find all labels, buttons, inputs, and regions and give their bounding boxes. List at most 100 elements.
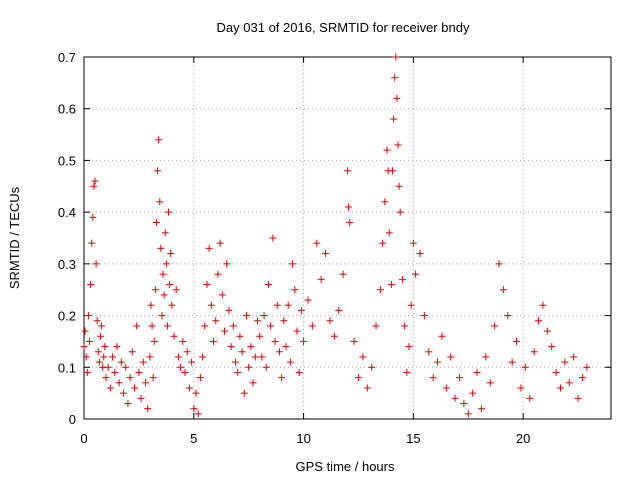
- data-point: [390, 115, 398, 123]
- data-point: [379, 239, 387, 247]
- data-point: [284, 301, 292, 309]
- plot-frame: [83, 56, 612, 420]
- data-point: [141, 379, 149, 387]
- data-point: [240, 389, 248, 397]
- data-point: [188, 358, 196, 366]
- x-tick-label: 0: [80, 431, 87, 446]
- data-point: [251, 353, 259, 361]
- data-point: [387, 281, 395, 289]
- data-point: [242, 312, 250, 320]
- data-point: [258, 353, 266, 361]
- data-point: [88, 239, 96, 247]
- data-point: [405, 343, 413, 351]
- data-point: [91, 177, 99, 185]
- data-point: [346, 218, 354, 226]
- data-point: [486, 379, 494, 387]
- data-point: [460, 399, 468, 407]
- data-point: [174, 353, 182, 361]
- data-point: [221, 327, 229, 335]
- data-point: [95, 358, 103, 366]
- data-point: [313, 239, 321, 247]
- data-point: [94, 348, 102, 356]
- data-point: [152, 218, 160, 226]
- data-point: [81, 327, 89, 335]
- data-point: [398, 275, 406, 283]
- data-point: [181, 368, 189, 376]
- data-point: [177, 363, 185, 371]
- data-point: [216, 239, 224, 247]
- data-point: [253, 317, 261, 325]
- data-point: [236, 332, 244, 340]
- data-point: [179, 337, 187, 345]
- data-point: [442, 384, 450, 392]
- data-point: [168, 301, 176, 309]
- data-point: [137, 394, 145, 402]
- data-point: [574, 394, 582, 402]
- data-point: [249, 379, 257, 387]
- data-point: [396, 208, 404, 216]
- data-point: [117, 358, 125, 366]
- data-point: [495, 260, 503, 268]
- data-point: [482, 353, 490, 361]
- data-point: [308, 322, 316, 330]
- data-point: [92, 260, 100, 268]
- data-point: [297, 306, 305, 314]
- data-point: [165, 208, 173, 216]
- data-point: [359, 353, 367, 361]
- data-point: [504, 312, 512, 320]
- data-point: [543, 327, 551, 335]
- data-point: [565, 379, 573, 387]
- data-point: [372, 322, 380, 330]
- x-tick-label: 20: [516, 431, 530, 446]
- data-point: [381, 198, 389, 206]
- data-point: [109, 353, 117, 361]
- data-point: [552, 368, 560, 376]
- data-point: [115, 379, 123, 387]
- data-point: [196, 374, 204, 382]
- data-point: [344, 167, 351, 175]
- data-point: [147, 301, 155, 309]
- data-point: [106, 384, 114, 392]
- data-point: [429, 374, 437, 382]
- y-tick-label: 0.3: [58, 257, 76, 272]
- data-point: [96, 332, 104, 340]
- data-point: [120, 389, 128, 397]
- data-point: [578, 374, 586, 382]
- data-point: [214, 270, 222, 278]
- data-point: [391, 74, 399, 82]
- data-point: [473, 368, 481, 376]
- data-point: [300, 337, 308, 345]
- y-tick-label: 0.2: [58, 309, 76, 324]
- data-point: [539, 301, 547, 309]
- data-point: [100, 353, 108, 361]
- data-point: [394, 141, 402, 149]
- data-point: [83, 368, 91, 376]
- data-point: [289, 260, 297, 268]
- data-point: [166, 281, 174, 289]
- data-point: [354, 374, 362, 382]
- data-point: [260, 312, 268, 320]
- data-point: [275, 348, 283, 356]
- data-point: [521, 363, 529, 371]
- data-point: [322, 250, 330, 258]
- data-point: [392, 53, 400, 61]
- data-point: [256, 332, 264, 340]
- data-point: [383, 146, 391, 154]
- data-point: [190, 405, 198, 413]
- data-point: [158, 312, 166, 320]
- data-point: [128, 348, 136, 356]
- data-point: [227, 343, 235, 351]
- data-point: [146, 353, 154, 361]
- data-point: [409, 239, 417, 247]
- data-point: [420, 312, 428, 320]
- data-point: [407, 301, 415, 309]
- data-point: [89, 213, 97, 221]
- data-point: [124, 399, 132, 407]
- data-point: [286, 358, 294, 366]
- data-point: [218, 291, 226, 299]
- data-point: [513, 337, 521, 345]
- data-point: [163, 322, 171, 330]
- data-point: [162, 260, 170, 268]
- data-point: [225, 306, 233, 314]
- data-point: [144, 405, 152, 413]
